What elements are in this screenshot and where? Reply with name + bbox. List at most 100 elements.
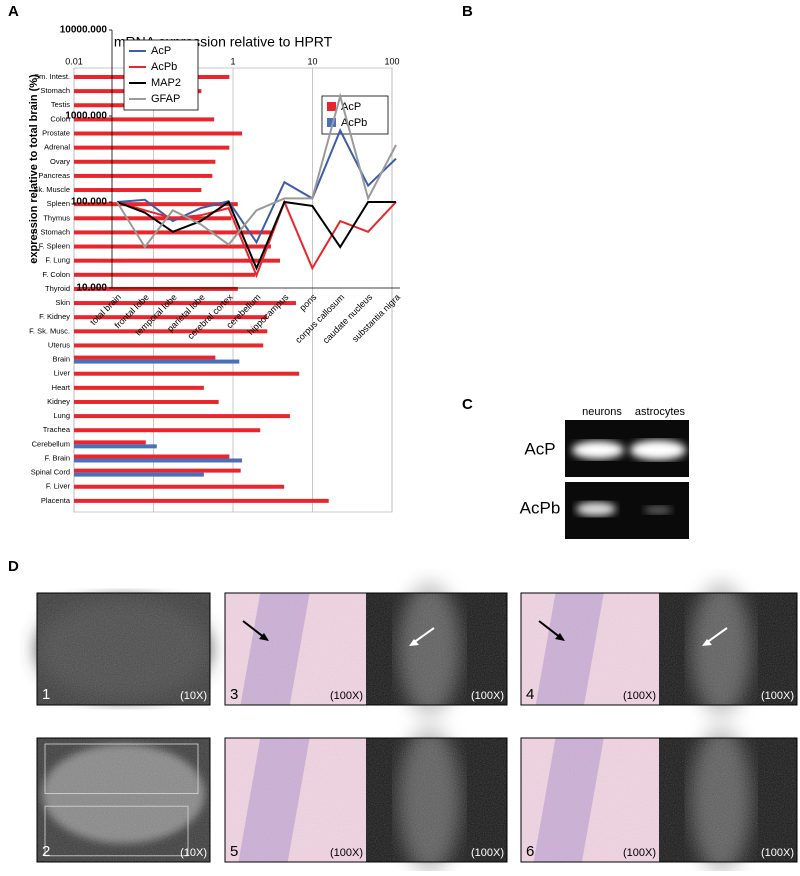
micrograph-number: 1	[42, 686, 50, 703]
gel-column-label: astrocytes	[635, 406, 686, 418]
y-tick-label: 100.000	[71, 197, 108, 208]
x-tick-label: 10	[307, 56, 317, 66]
texture	[225, 738, 366, 862]
legend-swatch	[327, 118, 336, 127]
panel-label: D	[8, 558, 19, 575]
micrograph-frame	[36, 592, 211, 706]
bar	[74, 371, 300, 376]
y-tick-label: F. Brain	[45, 453, 70, 462]
texture	[37, 738, 210, 862]
y-tick-label: Stomach	[40, 86, 70, 95]
magnification-label: (100X)	[330, 690, 363, 702]
magnification-label: (100X)	[761, 847, 794, 859]
y-tick-label: 10.000	[76, 283, 107, 294]
micrograph-number: 3	[230, 686, 238, 703]
micrograph-frame	[36, 737, 211, 863]
y-tick-label: F. Lung	[45, 256, 70, 265]
micrograph-number: 6	[526, 843, 534, 860]
legend-label: AcP	[151, 45, 171, 57]
legend-swatch	[327, 102, 336, 111]
micrographs: (10X) 1 (100X) (100X) 3 (100X) (100X) 4 (10X) 2 (1…	[36, 581, 798, 875]
arrow	[412, 627, 435, 644]
x-tick-label: 100	[384, 56, 399, 66]
gel-column-label: neurons	[582, 406, 622, 418]
bar	[74, 399, 219, 404]
bar	[74, 258, 280, 263]
arrowhead	[259, 633, 269, 641]
y-tick-label: Pancreas	[38, 171, 70, 180]
x-tick-label: caudate nucleus	[321, 292, 375, 346]
magnification-label: (100X)	[761, 690, 794, 702]
data-line	[116, 199, 397, 279]
bar	[74, 329, 268, 334]
magnification-label: (100X)	[623, 847, 656, 859]
bar	[74, 244, 271, 249]
y-tick-label: F. Sk. Musc.	[29, 326, 70, 335]
y-tick-label: Thymus	[43, 213, 70, 222]
bar	[74, 454, 230, 459]
bar	[74, 355, 216, 360]
bar	[74, 103, 142, 108]
texture	[521, 738, 659, 862]
x-tick-label: corpus callosum	[293, 292, 346, 345]
bar	[74, 272, 256, 277]
y-tick-label: 10000.000	[60, 25, 108, 36]
legend-label: AcPb	[151, 61, 177, 73]
y-tick-label: Heart	[52, 383, 71, 392]
y-tick-label: Lung	[53, 411, 70, 420]
y-tick-label: Cerebellum	[32, 439, 70, 448]
y-axis-label: expression relative to total brain (%)	[28, 74, 40, 264]
bar	[74, 414, 290, 419]
micrograph-number: 4	[526, 686, 534, 703]
arrow	[538, 620, 562, 639]
magnification-label: (10X)	[180, 690, 207, 702]
legend-label: GFAP	[151, 93, 180, 105]
y-tick-label: Brain	[52, 355, 70, 364]
bar	[74, 444, 157, 449]
texture	[37, 593, 210, 705]
texture	[366, 738, 507, 862]
bar	[74, 359, 240, 364]
y-tick-label: Skin	[55, 298, 70, 307]
magnification-label: (100X)	[330, 847, 363, 859]
bar	[74, 188, 202, 193]
gel-band	[644, 506, 672, 514]
data-line	[116, 92, 397, 249]
x-tick-label: 0.01	[65, 56, 83, 66]
data-line	[116, 200, 396, 271]
bar	[74, 315, 268, 320]
micrograph-frame	[224, 737, 508, 863]
gel-row-label: AcPb	[520, 498, 561, 517]
y-tick-label: F. Stomach	[32, 227, 70, 236]
bar	[74, 472, 204, 477]
y-tick-label: Liver	[54, 369, 71, 378]
y-tick-label: Prostate	[42, 129, 70, 138]
legend-label: AcP	[341, 101, 361, 113]
y-tick-label: Placenta	[41, 496, 71, 505]
y-tick-label: Trachea	[43, 425, 71, 434]
magnification-label: (100X)	[471, 847, 504, 859]
y-tick-label: Kidney	[47, 397, 70, 406]
bar	[74, 385, 204, 390]
legend-label: AcPb	[341, 117, 367, 129]
texture	[521, 593, 659, 705]
bar	[74, 468, 241, 473]
legend-label: MAP2	[151, 77, 181, 89]
bar	[74, 131, 243, 136]
bar	[74, 145, 230, 150]
bar	[74, 286, 238, 291]
gel-band	[572, 441, 624, 459]
bar	[74, 173, 213, 178]
micrograph-frame	[520, 592, 798, 706]
y-tick-label: Thyroid	[45, 284, 70, 293]
bar	[74, 428, 261, 433]
texture	[659, 593, 797, 705]
texture	[225, 593, 366, 705]
bar	[74, 301, 296, 306]
y-tick-label: F. Liver	[46, 482, 71, 491]
x-tick-label: 1	[230, 56, 235, 66]
y-tick-label: Ovary	[50, 157, 70, 166]
panel-label: B	[462, 3, 473, 20]
